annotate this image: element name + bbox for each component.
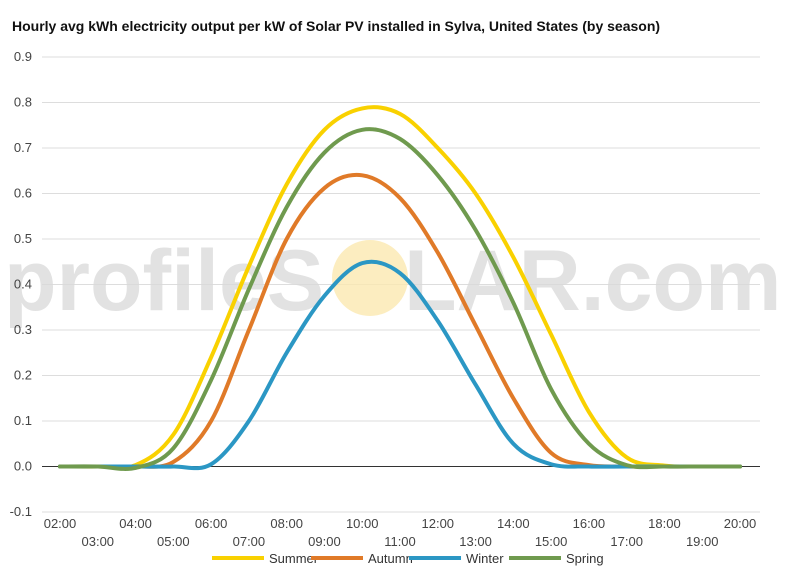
x-tick-label: 20:00 — [724, 516, 757, 531]
x-tick-label: 10:00 — [346, 516, 379, 531]
y-tick-label: -0.1 — [10, 504, 32, 519]
y-tick-label: 0.4 — [14, 277, 32, 292]
x-tick-label: 18:00 — [648, 516, 681, 531]
x-tick-label: 16:00 — [573, 516, 606, 531]
x-tick-label: 15:00 — [535, 534, 568, 549]
y-tick-label: 0.8 — [14, 95, 32, 110]
x-axis: 02:00 03:00 04:00 05:00 06:00 07:00 08:00 09:00… — [44, 516, 757, 549]
x-tick-label: 13:00 — [459, 534, 492, 549]
legend-label-autumn: Autumn — [368, 551, 413, 566]
legend-label-winter: Winter — [466, 551, 504, 566]
legend-label-summer: Summer — [269, 551, 319, 566]
x-tick-label: 17:00 — [610, 534, 643, 549]
y-tick-label: 0.6 — [14, 186, 32, 201]
series-line-summer — [58, 105, 742, 470]
x-tick-label: 05:00 — [157, 534, 190, 549]
y-axis: -0.1 0.0 0.1 0.2 0.3 0.4 0.5 0.6 0.7 0.8 0.9 — [10, 49, 32, 519]
x-tick-label: 06:00 — [195, 516, 228, 531]
series-layer — [58, 105, 742, 471]
x-tick-label: 02:00 — [44, 516, 77, 531]
legend: Summer Autumn Winter Spring — [212, 551, 604, 566]
x-tick-label: 14:00 — [497, 516, 530, 531]
watermark-text-right: LAR.com — [404, 233, 781, 329]
y-tick-label: 0.1 — [14, 413, 32, 428]
y-tick-label: 0.0 — [14, 459, 32, 474]
y-tick-label: 0.2 — [14, 368, 32, 383]
y-tick-label: 0.5 — [14, 231, 32, 246]
x-tick-label: 11:00 — [384, 534, 416, 549]
x-tick-label: 08:00 — [270, 516, 303, 531]
watermark-text-left: profileS — [4, 233, 324, 329]
x-tick-label: 19:00 — [686, 534, 719, 549]
y-tick-label: 0.3 — [14, 322, 32, 337]
x-tick-label: 07:00 — [233, 534, 266, 549]
x-tick-label: 03:00 — [82, 534, 115, 549]
chart-title: Hourly avg kWh electricity output per kW… — [12, 18, 661, 34]
grid-layer — [42, 56, 760, 513]
y-tick-label: 0.7 — [14, 140, 32, 155]
x-tick-label: 12:00 — [422, 516, 455, 531]
y-tick-label: 0.9 — [14, 49, 32, 64]
watermark-sun-icon — [332, 240, 408, 316]
legend-label-spring: Spring — [566, 551, 604, 566]
x-tick-label: 04:00 — [119, 516, 152, 531]
watermark: profileS LAR.com — [4, 233, 781, 329]
x-tick-label: 09:00 — [308, 534, 341, 549]
series-line-spring — [58, 127, 742, 471]
